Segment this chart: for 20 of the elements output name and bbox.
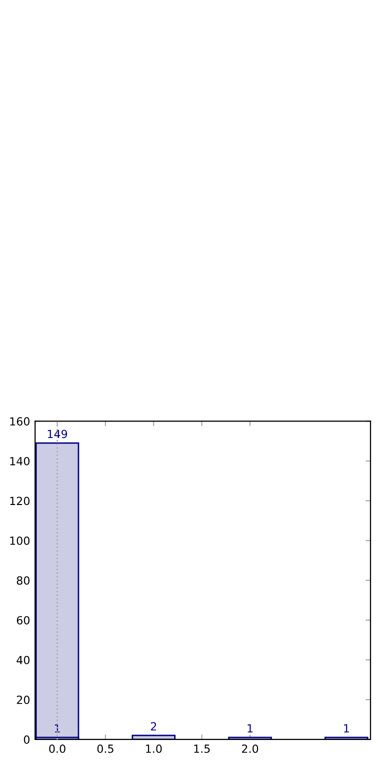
x-tick-label: 1.0 bbox=[146, 744, 162, 753]
y-tick-label: 140 bbox=[10, 456, 30, 466]
y-tick-label: 160 bbox=[10, 417, 30, 426]
x-tick-label: 1.5 bbox=[194, 744, 210, 753]
y-tick-label: 40 bbox=[16, 656, 30, 664]
y-tick-label: 0 bbox=[24, 735, 30, 744]
bar bbox=[35, 442, 80, 740]
y-tick-label: 120 bbox=[10, 496, 30, 506]
x-tick-label: 2.0 bbox=[242, 744, 258, 753]
data-label: 1 bbox=[248, 724, 253, 732]
data-label: 1 bbox=[344, 724, 349, 732]
data-label: 2 bbox=[150, 722, 156, 730]
data-label: 149 bbox=[48, 430, 68, 438]
x-tick-label: 0.0 bbox=[49, 744, 66, 753]
y-tick-label: 100 bbox=[10, 536, 30, 545]
bar bbox=[132, 734, 176, 740]
y-tick-label: 80 bbox=[16, 576, 30, 585]
y-tick-label: 60 bbox=[16, 616, 30, 624]
x-tick-label: 0.5 bbox=[97, 744, 114, 753]
y-tick-label: 20 bbox=[16, 696, 30, 704]
